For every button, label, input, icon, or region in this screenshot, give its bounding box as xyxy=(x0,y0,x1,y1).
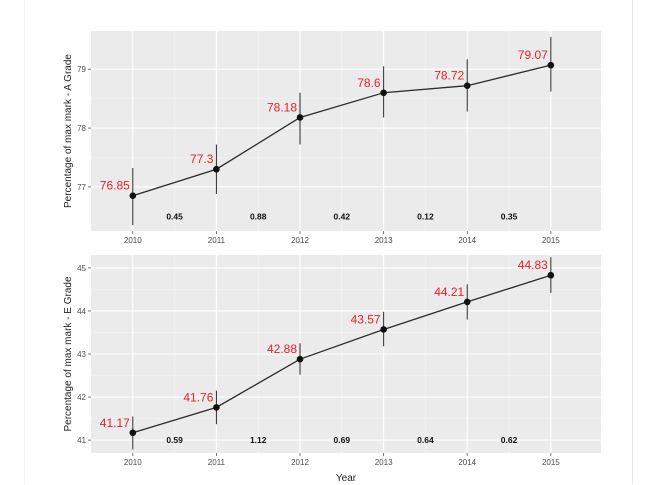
data-label: 78.6 xyxy=(357,76,381,90)
data-point xyxy=(463,82,471,90)
x-axis-title: Year xyxy=(336,473,357,484)
x-tick-label: 2013 xyxy=(375,236,393,245)
y-tick-label: 45 xyxy=(77,264,86,273)
y-tick-label: 43 xyxy=(77,350,86,359)
data-point xyxy=(296,355,304,363)
y-tick-label: 77 xyxy=(77,183,86,192)
panel-background xyxy=(91,31,601,231)
data-label: 78.18 xyxy=(267,100,297,114)
x-tick-label: 2012 xyxy=(291,236,309,245)
data-point xyxy=(380,326,387,333)
difference-annotation: 0.69 xyxy=(334,435,351,445)
data-label: 78.72 xyxy=(434,69,464,83)
data-label: 41.76 xyxy=(183,390,213,404)
data-point xyxy=(129,429,137,437)
difference-annotation: 0.64 xyxy=(417,435,434,445)
data-point xyxy=(380,89,387,97)
y-tick-label: 44 xyxy=(77,307,86,316)
difference-annotation: 0.35 xyxy=(501,211,518,221)
series-line xyxy=(132,64,551,197)
data-label: 41.17 xyxy=(100,416,130,430)
data-point xyxy=(129,192,137,200)
data-point xyxy=(296,114,304,121)
y-axis-title: Percentage of max mark - E Grade xyxy=(63,276,74,432)
data-label: 76.85 xyxy=(100,179,130,193)
chart-canvas: 77 78 79 2010 2011 2012 2013 2014 2015 Percentage… xyxy=(63,31,601,484)
data-label: 79.07 xyxy=(518,48,548,62)
x-tick-label: 2015 xyxy=(542,236,560,245)
y-axis-title: Percentage of max mark - A Grade xyxy=(63,54,74,208)
data-point xyxy=(213,165,220,173)
x-tick-label: 2012 xyxy=(291,458,309,467)
x-tick-label: 2013 xyxy=(375,458,393,467)
data-label: 77.3 xyxy=(190,152,214,166)
y-tick-label: 41 xyxy=(77,436,86,445)
data-point xyxy=(463,298,471,306)
data-label: 42.88 xyxy=(267,342,297,356)
difference-annotation: 1.12 xyxy=(250,435,267,445)
x-tick-label: 2014 xyxy=(458,458,476,467)
x-tick-label: 2010 xyxy=(124,458,142,467)
data-label: 44.83 xyxy=(518,258,548,272)
x-tick-label: 2011 xyxy=(208,236,226,245)
difference-annotation: 0.42 xyxy=(334,211,351,221)
series-line xyxy=(132,274,552,434)
difference-annotation: 0.62 xyxy=(501,435,518,445)
chart-panel-1 xyxy=(88,31,601,234)
difference-annotation: 0.88 xyxy=(250,211,267,221)
y-tick-label: 78 xyxy=(77,124,86,133)
x-tick-label: 2014 xyxy=(458,236,476,245)
data-label: 44.21 xyxy=(434,285,464,299)
difference-annotation: 0.45 xyxy=(166,211,183,221)
data-point xyxy=(547,61,555,69)
y-tick-label: 42 xyxy=(77,393,86,402)
x-tick-label: 2010 xyxy=(124,236,142,245)
x-tick-label: 2015 xyxy=(542,458,560,467)
difference-annotation: 0.12 xyxy=(417,211,434,221)
chart-panel-2 xyxy=(88,255,601,456)
data-label: 43.57 xyxy=(351,312,381,326)
data-point xyxy=(213,404,220,411)
x-tick-label: 2011 xyxy=(208,458,226,467)
y-tick-label: 79 xyxy=(77,65,86,74)
difference-annotation: 0.59 xyxy=(166,435,183,445)
data-point xyxy=(547,271,555,279)
figure-frame: 77 78 79 2010 2011 2012 2013 2014 2015 Percentage… xyxy=(24,0,633,484)
